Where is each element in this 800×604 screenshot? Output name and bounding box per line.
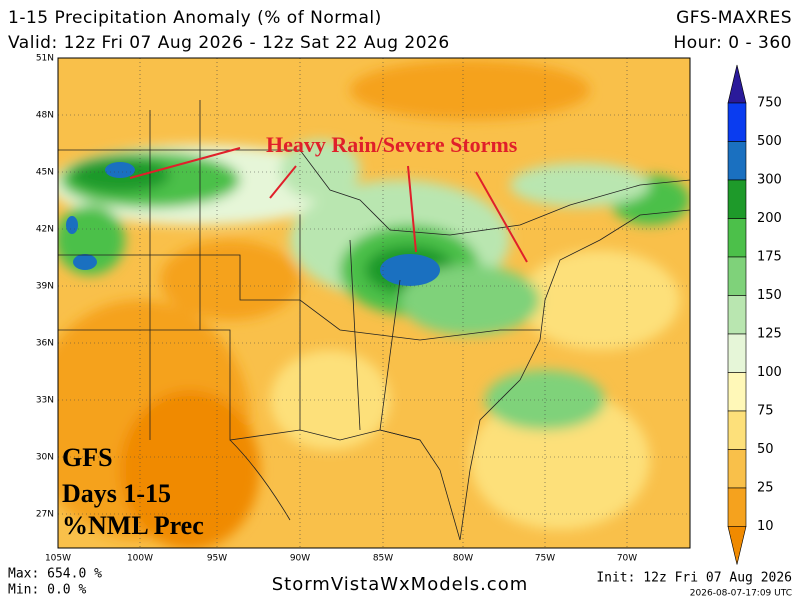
min-value: Min: 0.0 %	[8, 583, 86, 598]
map-frame	[57, 57, 691, 549]
colorbar-label: 25	[757, 481, 774, 496]
lon-label: 100W	[127, 554, 153, 564]
valid-time: Valid: 12z Fri 07 Aug 2026 - 12z Sat 22 …	[8, 33, 450, 53]
forecast-hours: Hour: 0 - 360	[674, 33, 793, 53]
lat-label: 45N	[36, 168, 54, 178]
colorbar-bin	[727, 449, 747, 489]
annotation: Heavy Rain/Severe Storms	[266, 132, 518, 157]
colorbar-label: 100	[757, 365, 782, 380]
lon-label: 95W	[207, 554, 227, 564]
lat-label: 51N	[36, 54, 54, 64]
colorbar-bin	[727, 410, 747, 450]
colorbar-label: 150	[757, 288, 782, 303]
colorbar-bin	[727, 102, 747, 142]
colorbar-bin	[727, 141, 747, 181]
overlay-line: %NML Prec	[62, 511, 204, 540]
colorbar-bin	[727, 333, 747, 373]
colorbar-bin	[727, 179, 747, 219]
init-time: Init: 12z Fri 07 Aug 2026	[596, 571, 792, 586]
colorbar-bin	[727, 372, 747, 412]
colorbar-bin	[727, 218, 747, 258]
lon-label: 70W	[617, 554, 637, 564]
annotation-arrows	[129, 147, 528, 263]
lat-label: 27N	[36, 510, 54, 520]
overlay-line: Days 1-15	[62, 479, 171, 508]
lat-label: 36N	[36, 339, 54, 349]
lat-label: 48N	[36, 111, 54, 121]
model-name: GFS-MAXRES	[676, 8, 792, 28]
overlay-line: GFS	[62, 443, 113, 472]
colorbar-label: 175	[757, 250, 782, 265]
colorbar-bin	[727, 487, 747, 527]
lon-label: 105W	[45, 554, 71, 564]
lon-label: 75W	[535, 554, 555, 564]
lat-label: 42N	[36, 225, 54, 235]
colorbar-cap	[727, 526, 747, 565]
colorbar-label: 50	[757, 442, 774, 457]
colorbar-label: 200	[757, 211, 782, 226]
lon-label: 90W	[290, 554, 310, 564]
colorbar-bin	[727, 295, 747, 335]
lon-label: 85W	[373, 554, 393, 564]
colorbar-label: 125	[757, 327, 782, 342]
colorbar-label: 75	[757, 404, 774, 419]
site-name: StormVistaWxModels.com	[272, 574, 529, 595]
colorbar-bin	[727, 256, 747, 296]
colorbar-cap	[727, 64, 747, 104]
timestamp: 2026-08-07-17:09 UTC	[690, 589, 792, 599]
anomaly-field	[58, 58, 690, 548]
colorbar-label: 300	[757, 173, 782, 188]
max-value: Max: 654.0 %	[8, 567, 102, 582]
lon-label: 80W	[453, 554, 473, 564]
colorbar-label: 10	[757, 519, 774, 534]
colorbar-label: 750	[757, 96, 782, 111]
lat-label: 39N	[36, 282, 54, 292]
lat-label: 30N	[36, 453, 54, 463]
colorbar-label: 500	[757, 134, 782, 149]
title: 1-15 Precipitation Anomaly (% of Normal)	[8, 8, 382, 28]
lat-label: 33N	[36, 396, 54, 406]
